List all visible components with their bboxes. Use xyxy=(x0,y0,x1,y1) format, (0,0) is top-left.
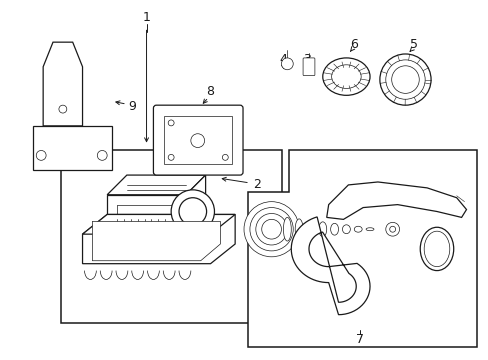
Polygon shape xyxy=(92,221,220,261)
Circle shape xyxy=(168,154,174,160)
Ellipse shape xyxy=(366,228,373,231)
Circle shape xyxy=(281,58,293,70)
Bar xyxy=(164,116,232,164)
Polygon shape xyxy=(33,126,112,170)
Circle shape xyxy=(391,66,418,93)
Circle shape xyxy=(261,219,281,239)
Circle shape xyxy=(249,208,293,251)
Circle shape xyxy=(255,213,287,245)
Bar xyxy=(61,150,282,323)
Text: 4: 4 xyxy=(279,53,287,66)
Polygon shape xyxy=(185,175,205,244)
Circle shape xyxy=(385,222,399,236)
Circle shape xyxy=(222,154,228,160)
Text: 8: 8 xyxy=(206,85,214,98)
Circle shape xyxy=(385,60,424,99)
Circle shape xyxy=(179,198,206,225)
Circle shape xyxy=(59,105,67,113)
Circle shape xyxy=(190,134,204,148)
Ellipse shape xyxy=(342,225,349,234)
Polygon shape xyxy=(82,215,235,234)
Text: 9: 9 xyxy=(127,100,136,113)
Circle shape xyxy=(171,190,214,233)
Circle shape xyxy=(168,120,174,126)
Ellipse shape xyxy=(330,223,338,235)
FancyBboxPatch shape xyxy=(153,105,243,175)
Text: 2: 2 xyxy=(252,179,260,192)
Polygon shape xyxy=(326,182,466,219)
Polygon shape xyxy=(107,195,185,244)
Ellipse shape xyxy=(306,220,314,238)
Ellipse shape xyxy=(423,231,449,267)
Text: 6: 6 xyxy=(349,38,358,51)
Ellipse shape xyxy=(283,217,291,241)
Circle shape xyxy=(379,54,430,105)
Polygon shape xyxy=(82,215,235,264)
Ellipse shape xyxy=(295,219,303,239)
Ellipse shape xyxy=(322,58,369,95)
Text: 3: 3 xyxy=(303,53,310,66)
Ellipse shape xyxy=(419,227,453,271)
Text: 7: 7 xyxy=(355,333,364,346)
Circle shape xyxy=(244,202,299,257)
Polygon shape xyxy=(43,42,82,126)
Ellipse shape xyxy=(318,222,326,237)
FancyBboxPatch shape xyxy=(303,58,314,76)
Circle shape xyxy=(389,226,395,232)
Ellipse shape xyxy=(331,65,361,89)
Polygon shape xyxy=(247,150,476,347)
Circle shape xyxy=(97,150,107,160)
Polygon shape xyxy=(107,175,205,195)
Text: 5: 5 xyxy=(409,38,417,51)
Polygon shape xyxy=(291,217,369,315)
Text: 1: 1 xyxy=(142,11,150,24)
Circle shape xyxy=(36,150,46,160)
Ellipse shape xyxy=(353,226,362,232)
